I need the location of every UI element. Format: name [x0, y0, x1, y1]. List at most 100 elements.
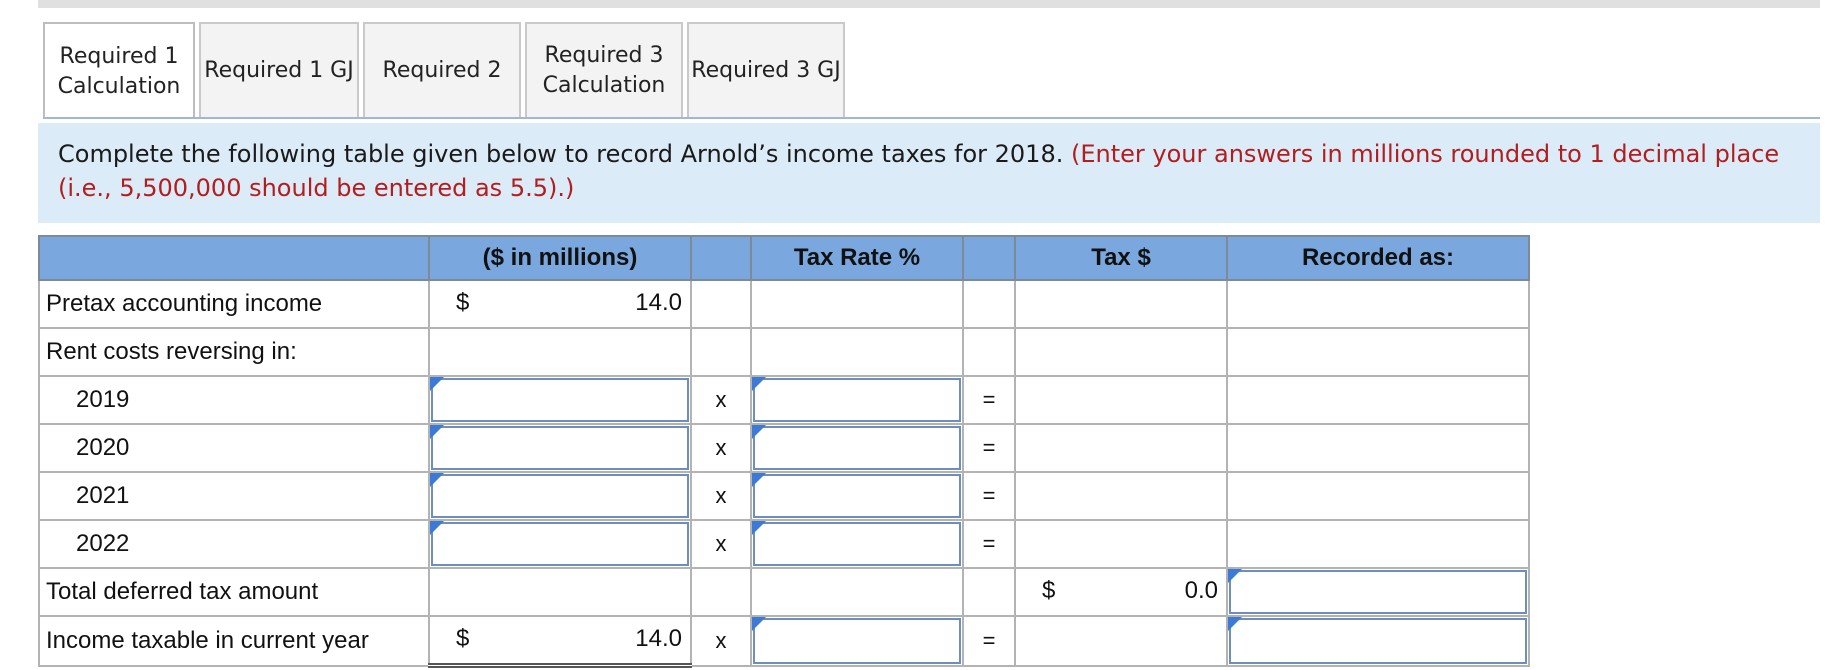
- input-marker-icon: [1228, 569, 1242, 583]
- row-label: Rent costs reversing in:: [38, 327, 430, 377]
- tax-rate-input-2019[interactable]: [750, 375, 964, 425]
- equals-sign: =: [962, 615, 1016, 667]
- input-box[interactable]: [753, 378, 961, 422]
- input-marker-icon: [752, 377, 766, 391]
- total-tax-value: 0.0: [1184, 577, 1218, 604]
- empty-cell: [1226, 279, 1530, 329]
- tab-label: Required 3 GJ: [691, 57, 841, 83]
- empty-cell: [962, 567, 1016, 617]
- empty-cell: [1014, 375, 1228, 425]
- amount-input-2021[interactable]: [428, 471, 692, 521]
- instruction-note: (Enter your answers in millions rounded …: [58, 140, 1780, 202]
- currency-symbol: $: [456, 625, 470, 652]
- tax-rate-input-current[interactable]: [750, 615, 964, 667]
- tab-label: Required 1 GJ: [204, 57, 354, 83]
- income-tax-table: ($ in millions) Tax Rate % Tax $ Recorde…: [38, 235, 1530, 668]
- empty-cell: [1014, 471, 1228, 521]
- tab-required-1-gj[interactable]: Required 1 GJ: [199, 22, 359, 117]
- input-box[interactable]: [431, 522, 689, 566]
- table-row-total-deferred: Total deferred tax amount $ 0.0: [38, 567, 1530, 617]
- row-label: Income taxable in current year: [38, 615, 430, 667]
- empty-cell: [962, 279, 1016, 329]
- amount-value: 14.0: [635, 625, 682, 652]
- recorded-as-input-current[interactable]: [1226, 615, 1530, 667]
- empty-cell: [750, 327, 964, 377]
- empty-cell: [1014, 615, 1228, 667]
- input-marker-icon: [430, 521, 444, 535]
- tax-rate-input-2021[interactable]: [750, 471, 964, 521]
- times-sign: x: [690, 423, 752, 473]
- table-row-2021: 2021 x =: [38, 471, 1530, 521]
- empty-cell: [1014, 327, 1228, 377]
- row-label: 2019: [38, 375, 430, 425]
- times-sign: x: [690, 519, 752, 569]
- row-label: 2022: [38, 519, 430, 569]
- input-marker-icon: [752, 617, 766, 631]
- empty-cell: [690, 327, 752, 377]
- empty-cell: [1226, 471, 1530, 521]
- input-marker-icon: [430, 377, 444, 391]
- empty-cell: [690, 567, 752, 617]
- empty-cell: [1226, 519, 1530, 569]
- amount-input-2019[interactable]: [428, 375, 692, 425]
- tab-divider: [43, 117, 1820, 119]
- header-blank: [38, 235, 430, 281]
- input-box[interactable]: [1229, 570, 1527, 614]
- amount-input-2020[interactable]: [428, 423, 692, 473]
- input-marker-icon: [1228, 617, 1242, 631]
- tax-rate-input-2022[interactable]: [750, 519, 964, 569]
- times-sign: x: [690, 375, 752, 425]
- row-label: 2021: [38, 471, 430, 521]
- empty-cell: [690, 279, 752, 329]
- tax-rate-input-2020[interactable]: [750, 423, 964, 473]
- empty-cell: [750, 567, 964, 617]
- recorded-as-input-deferred[interactable]: [1226, 567, 1530, 617]
- currency-symbol: $: [456, 289, 470, 316]
- empty-cell: [1014, 279, 1228, 329]
- equals-sign: =: [962, 423, 1016, 473]
- input-box[interactable]: [753, 522, 961, 566]
- tab-required-2[interactable]: Required 2: [363, 22, 521, 117]
- total-tax-cell: $ 0.0: [1014, 567, 1228, 617]
- input-marker-icon: [430, 473, 444, 487]
- input-box[interactable]: [753, 618, 961, 664]
- tab-label: Calculation: [542, 72, 666, 98]
- instruction-text: Complete the following table given below…: [58, 140, 1064, 168]
- amount-input-2022[interactable]: [428, 519, 692, 569]
- empty-cell: [1014, 519, 1228, 569]
- amount-cell: $ 14.0: [428, 615, 692, 668]
- empty-cell: [1226, 327, 1530, 377]
- equals-sign: =: [962, 471, 1016, 521]
- input-box[interactable]: [753, 426, 961, 470]
- times-sign: x: [690, 615, 752, 667]
- row-label: 2020: [38, 423, 430, 473]
- currency-symbol: $: [1042, 577, 1056, 604]
- header-tax: Tax $: [1014, 235, 1228, 281]
- empty-cell: [1014, 423, 1228, 473]
- tab-label: Required 1: [59, 43, 179, 69]
- times-sign: x: [690, 471, 752, 521]
- header-recorded-as: Recorded as:: [1226, 235, 1530, 281]
- input-box[interactable]: [431, 426, 689, 470]
- input-marker-icon: [752, 521, 766, 535]
- tab-required-3-calculation[interactable]: Required 3 Calculation: [525, 22, 683, 117]
- header-amount: ($ in millions): [428, 235, 692, 281]
- input-box[interactable]: [431, 378, 689, 422]
- input-box[interactable]: [431, 474, 689, 518]
- table-row-2019: 2019 x =: [38, 375, 1530, 425]
- row-label: Total deferred tax amount: [38, 567, 430, 617]
- input-marker-icon: [752, 425, 766, 439]
- input-box[interactable]: [1229, 618, 1527, 664]
- table-row-2022: 2022 x =: [38, 519, 1530, 569]
- input-marker-icon: [430, 425, 444, 439]
- amount-cell: $ 14.0: [428, 279, 692, 329]
- equals-sign: =: [962, 375, 1016, 425]
- input-marker-icon: [752, 473, 766, 487]
- empty-cell: [1226, 423, 1530, 473]
- tab-bar: Required 1 Calculation Required 1 GJ Requ…: [43, 22, 849, 119]
- empty-cell: [428, 567, 692, 617]
- tab-required-1-calculation[interactable]: Required 1 Calculation: [43, 22, 195, 119]
- input-box[interactable]: [753, 474, 961, 518]
- empty-cell: [962, 327, 1016, 377]
- tab-required-3-gj[interactable]: Required 3 GJ: [687, 22, 845, 117]
